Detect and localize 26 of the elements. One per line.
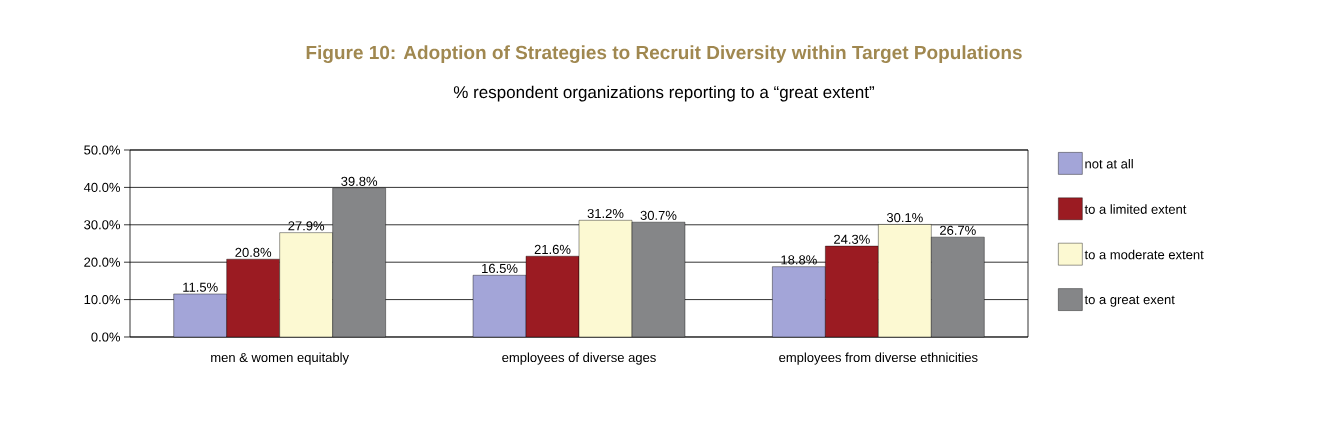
y-tick-label: 40.0% [83, 182, 121, 192]
data-label: 30.1% [886, 213, 923, 223]
data-label: 31.2% [587, 208, 624, 219]
legend-label: to a moderate extent [1084, 249, 1204, 260]
y-tick-label: 30.0% [84, 220, 121, 230]
data-label: 21.6% [534, 244, 571, 254]
data-label: 11.5% [183, 282, 218, 292]
data-label: 39.8% [341, 176, 378, 186]
data-label: 20.8% [235, 247, 272, 257]
y-tick-label: 0.0% [91, 332, 121, 342]
y-tick-label: 10.0% [84, 294, 121, 305]
x-tick-label: employees of diverse ages [502, 352, 656, 365]
data-label: 18.8% [781, 255, 817, 265]
data-label: 24.3% [834, 234, 870, 244]
y-tick-label: 50.0% [84, 145, 121, 155]
chart-subtitle: % respondent organizations reporting to a “great extent” [453, 85, 875, 102]
data-label: 16.5% [482, 263, 518, 274]
x-tick-label: men & women equitably [211, 352, 349, 365]
legend-label: to a limited extent [1084, 204, 1187, 214]
legend-label: not at all [1085, 158, 1133, 169]
legend-label: to a great exent [1084, 295, 1175, 307]
data-label: 26.7% [940, 225, 976, 235]
y-tick-label: 20.0% [84, 257, 121, 267]
x-tick-label: employees from diverse ethnicities [779, 352, 978, 365]
data-label: 30.7% [640, 210, 677, 220]
chart-title: Figure 10: Adoption of Strategies to Recruit Diversity within Target Populations [306, 45, 1022, 64]
